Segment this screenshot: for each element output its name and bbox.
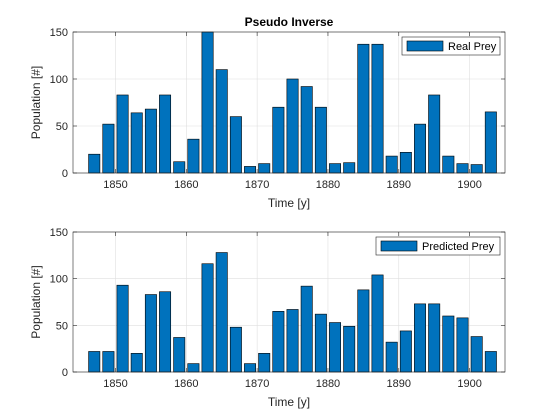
bar: [201, 263, 214, 373]
bar: [414, 303, 426, 373]
y-tick-label: 0: [62, 367, 68, 379]
y-axis-label: Population [#]: [29, 66, 43, 139]
bar: [272, 106, 285, 174]
bar: [414, 123, 426, 174]
bar: [88, 153, 101, 174]
chart-title: Pseudo Inverse: [245, 15, 334, 29]
bar: [385, 341, 398, 373]
chart-top: 1850 1860 1870 1880 1890 1900 0 50 100 150 Time [y…: [29, 15, 506, 210]
bar: [428, 303, 441, 373]
bar: [215, 252, 228, 373]
y-tick-label: 50: [56, 320, 68, 332]
bar: [442, 155, 455, 174]
legend-swatch: [406, 40, 444, 52]
bar: [187, 363, 200, 373]
legend-label: Predicted Prey: [422, 241, 495, 253]
bar: [201, 31, 214, 174]
bar: [329, 322, 341, 373]
x-tick-label: 1900: [457, 179, 481, 191]
x-tick-label: 1880: [316, 179, 340, 191]
bar: [371, 43, 384, 174]
x-tick-label: 1900: [457, 378, 481, 390]
y-tick-label: 0: [62, 168, 68, 180]
chart-bottom: 1850 1860 1870 1880 1890 1900 0 50 100 150 Time [y…: [29, 227, 506, 409]
bar: [173, 337, 186, 373]
bar: [116, 284, 129, 373]
bar: [272, 311, 285, 373]
bar: [173, 161, 186, 174]
bar: [116, 94, 129, 174]
y-tick-label: 100: [50, 74, 68, 86]
bar: [159, 94, 172, 174]
bar: [371, 274, 384, 373]
bar: [130, 112, 143, 174]
bar: [399, 330, 412, 373]
bar: [300, 86, 313, 174]
x-tick-label: 1880: [316, 378, 340, 390]
x-tick-label: 1890: [387, 378, 411, 390]
bar: [102, 351, 115, 373]
y-tick-label: 150: [50, 227, 68, 239]
x-tick-label: 1850: [103, 179, 127, 191]
bar: [215, 69, 228, 174]
x-tick-label: 1870: [245, 378, 269, 390]
x-tick-label: 1890: [387, 179, 411, 191]
bar: [144, 294, 157, 373]
bar: [102, 123, 115, 174]
bar: [244, 166, 257, 174]
bar: [470, 164, 483, 174]
x-tick-label: 1860: [174, 378, 198, 390]
bar: [343, 162, 356, 174]
y-axis-label: Population [#]: [29, 265, 43, 338]
bar: [343, 325, 356, 373]
bar: [159, 291, 172, 373]
bar: [130, 353, 143, 373]
axes-box: [72, 231, 506, 373]
bar: [300, 285, 313, 373]
legend-swatch: [380, 240, 418, 252]
bar: [442, 315, 455, 373]
y-tick-label: 100: [50, 274, 68, 286]
bar: [286, 309, 299, 373]
bar: [357, 43, 370, 174]
x-tick-label: 1860: [174, 179, 198, 191]
bar: [357, 289, 370, 373]
bar: [314, 106, 327, 174]
bar: [470, 336, 483, 373]
bar: [229, 326, 242, 373]
axes-box: [72, 31, 506, 174]
bar: [314, 313, 327, 373]
legend-label: Real Prey: [448, 41, 497, 53]
bar: [187, 138, 200, 174]
bar: [286, 78, 299, 174]
bar: [329, 163, 341, 174]
bar: [88, 351, 101, 373]
x-axis-label: Time [y]: [268, 196, 310, 210]
bar: [385, 155, 398, 174]
bar: [258, 353, 271, 373]
bar: [229, 116, 242, 174]
bar: [484, 111, 497, 174]
bar: [428, 94, 441, 174]
bar: [484, 351, 497, 373]
bar: [244, 363, 257, 373]
x-axis-label: Time [y]: [268, 395, 310, 409]
bar: [258, 163, 271, 174]
bar: [456, 163, 469, 174]
bar: [144, 108, 157, 174]
x-tick-label: 1850: [103, 378, 127, 390]
bar: [456, 317, 469, 373]
y-tick-label: 150: [50, 27, 68, 39]
x-tick-label: 1870: [245, 179, 269, 191]
bar: [399, 152, 412, 174]
y-tick-label: 50: [56, 121, 68, 133]
